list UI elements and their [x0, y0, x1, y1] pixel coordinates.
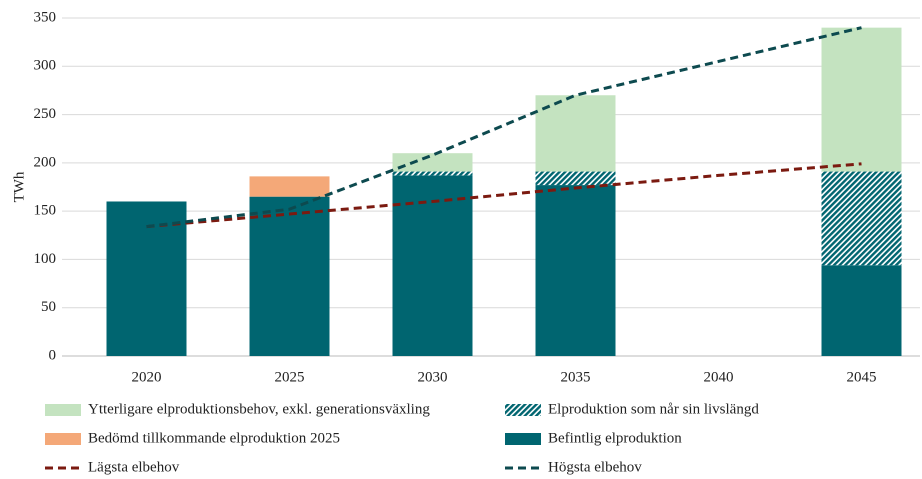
legend-label: Elproduktion som når sin livslängd — [548, 401, 759, 417]
legend-label: Lägsta elbehov — [88, 459, 180, 475]
y-axis-label: TWh — [11, 171, 27, 202]
bar-segment — [821, 265, 902, 356]
bar-segment — [106, 201, 187, 356]
legend-swatch — [505, 404, 541, 416]
y-tick-label: 0 — [49, 347, 57, 363]
bar-segment — [821, 27, 902, 172]
y-tick-label: 200 — [34, 154, 57, 170]
y-tick-label: 350 — [34, 9, 57, 25]
legend-swatch — [45, 433, 81, 445]
line-series — [146, 26, 862, 229]
legend-label: Ytterligare elproduktionsbehov, exkl. ge… — [88, 401, 430, 417]
x-tick-label: 2045 — [847, 369, 877, 385]
legend-swatch — [505, 433, 541, 445]
y-tick-label: 250 — [34, 106, 57, 122]
bar-segment — [392, 171, 473, 176]
y-tick-label: 150 — [34, 203, 57, 219]
legend-label: Högsta elbehov — [548, 459, 642, 475]
x-tick-label: 2025 — [275, 369, 305, 385]
bar-segment — [249, 176, 330, 197]
legend-label: Befintlig elproduktion — [548, 430, 682, 446]
x-tick-label: 2035 — [561, 369, 591, 385]
y-tick-label: 300 — [34, 58, 57, 74]
bar-segment — [821, 171, 902, 266]
bar-segment — [392, 153, 473, 172]
y-tick-label: 50 — [41, 299, 56, 315]
x-tick-label: 2030 — [418, 369, 448, 385]
y-tick-label: 100 — [34, 251, 57, 267]
bar-segment — [249, 196, 330, 356]
legend-swatch — [45, 404, 81, 416]
line-series — [146, 162, 862, 229]
x-tick-label: 2040 — [704, 369, 734, 385]
bar-segment — [535, 185, 616, 356]
x-tick-label: 2020 — [132, 369, 162, 385]
bar-segment — [535, 171, 616, 186]
bar-segment — [392, 175, 473, 356]
legend-label: Bedömd tillkommande elproduktion 2025 — [88, 430, 340, 446]
